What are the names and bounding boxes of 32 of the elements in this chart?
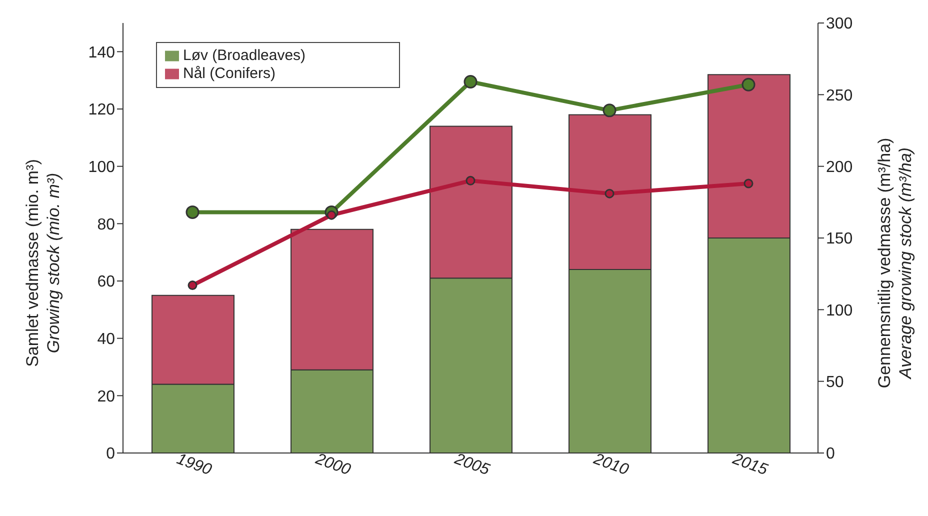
point (186, 205, 200, 219)
y2-tick-label: 100 (826, 302, 853, 320)
point (466, 176, 476, 186)
point (604, 188, 614, 198)
y-tick-label: 0 (106, 446, 116, 463)
y2-tick-label: 150 (826, 230, 853, 248)
legend-label: Løv (Broadleaves) (183, 47, 306, 64)
y-tick-label: 60 (97, 274, 116, 291)
point (742, 78, 756, 92)
y-tick-label: 120 (88, 102, 116, 119)
y2-axis-title: Gennemsnitlig vedmasse (m³/ha) Average growing stock (m³/ha) (875, 138, 915, 388)
y2-tick-label: 50 (826, 374, 844, 392)
y-tick-label: 20 (97, 388, 116, 406)
y-tick-label: 80 (97, 216, 116, 234)
point (602, 104, 616, 118)
x-tick-label: 2010 (590, 450, 631, 479)
point (464, 75, 478, 89)
y2-tick-label: 200 (826, 159, 853, 176)
x-tick-label: 2000 (312, 450, 353, 479)
y2-tick-label: 250 (826, 87, 853, 104)
x-tick-label: 2015 (729, 450, 770, 479)
y2-tick-label: 300 (826, 16, 853, 33)
x-tick-label: 1990 (174, 450, 214, 479)
point (744, 178, 754, 188)
y-tick-label: 100 (88, 159, 116, 176)
y2-tick-label: 0 (826, 446, 835, 463)
y-tick-label: 140 (88, 44, 116, 62)
legend-label: Nål (Conifers) (183, 65, 276, 82)
y-axis-title: Samlet vedmasse (mio. m³) Growing stock (mio. m³) (23, 159, 63, 367)
x-tick-label: 2005 (451, 450, 492, 479)
y-tick-label: 40 (97, 331, 116, 348)
point (188, 280, 198, 290)
